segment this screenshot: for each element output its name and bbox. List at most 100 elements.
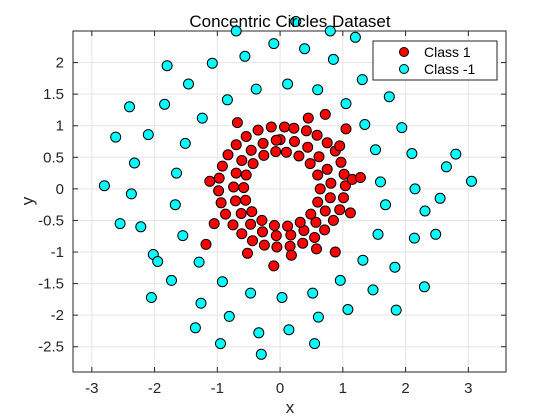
data-point-class-1 bbox=[230, 195, 241, 207]
data-point-class-minus-1 bbox=[110, 131, 122, 143]
legend-label-class-minus-1: Class -1 bbox=[424, 61, 476, 77]
plot-area-frame bbox=[72, 30, 507, 373]
data-point-class-1 bbox=[280, 146, 292, 158]
data-point-class-1 bbox=[242, 247, 253, 259]
data-point-class-minus-1 bbox=[312, 84, 324, 96]
data-point-class-minus-1 bbox=[159, 98, 171, 110]
data-point-class-minus-1 bbox=[255, 348, 267, 360]
data-point-class-1 bbox=[354, 172, 366, 183]
data-point-class-minus-1 bbox=[171, 167, 182, 179]
data-point-class-1 bbox=[321, 137, 333, 149]
data-point-class-1 bbox=[310, 216, 322, 228]
data-point-class-1 bbox=[293, 150, 305, 162]
data-point-class-1 bbox=[247, 158, 259, 170]
data-point-class-minus-1 bbox=[359, 119, 371, 130]
data-point-class-minus-1 bbox=[276, 292, 288, 303]
data-point-class-1 bbox=[257, 137, 269, 149]
data-point-class-minus-1 bbox=[216, 276, 228, 288]
data-point-class-minus-1 bbox=[239, 50, 251, 62]
data-points bbox=[98, 16, 477, 360]
data-point-class-minus-1 bbox=[161, 60, 173, 72]
data-point-class-1 bbox=[302, 112, 314, 124]
data-point-class-1 bbox=[252, 124, 264, 136]
data-point-class-1 bbox=[313, 151, 325, 163]
chart-title: Concentric Circles Dataset bbox=[189, 12, 391, 31]
data-point-class-1 bbox=[235, 208, 247, 219]
y-tick-label: 0.5 bbox=[43, 149, 64, 166]
data-point-class-minus-1 bbox=[340, 98, 352, 110]
data-point-class-1 bbox=[215, 197, 227, 209]
data-point-class-minus-1 bbox=[342, 304, 354, 315]
data-point-class-1 bbox=[265, 121, 277, 133]
data-point-class-1 bbox=[304, 158, 316, 170]
data-point-class-1 bbox=[297, 237, 309, 249]
x-tick-label: 3 bbox=[464, 380, 472, 397]
data-point-class-1 bbox=[208, 218, 220, 230]
data-point-class-1 bbox=[305, 208, 317, 220]
data-point-class-minus-1 bbox=[370, 144, 381, 156]
data-point-class-minus-1 bbox=[299, 43, 311, 55]
data-point-class-1 bbox=[284, 240, 296, 252]
data-point-class-minus-1 bbox=[145, 292, 157, 303]
x-tick-label: 1 bbox=[339, 380, 347, 397]
data-point-class-minus-1 bbox=[307, 287, 319, 299]
data-point-class-1 bbox=[312, 169, 324, 181]
data-point-class-1 bbox=[279, 121, 290, 133]
y-tick-label: -2.5 bbox=[38, 339, 64, 356]
data-point-class-1 bbox=[258, 149, 270, 161]
legend-marker-class-1 bbox=[399, 47, 409, 57]
data-point-class-minus-1 bbox=[389, 261, 401, 273]
data-point-class-1 bbox=[270, 134, 282, 146]
data-point-class-1 bbox=[257, 226, 268, 238]
data-point-class-1 bbox=[270, 230, 282, 242]
x-tick-label: -2 bbox=[148, 380, 161, 397]
data-point-class-1 bbox=[230, 167, 242, 179]
data-point-class-1 bbox=[302, 141, 314, 153]
data-point-class-minus-1 bbox=[408, 232, 420, 244]
y-tick-label: -1.5 bbox=[38, 276, 64, 293]
data-point-class-1 bbox=[213, 185, 225, 197]
data-point-class-minus-1 bbox=[169, 199, 181, 211]
data-point-class-1 bbox=[227, 219, 239, 231]
data-point-class-1 bbox=[204, 175, 216, 187]
data-point-class-1 bbox=[246, 206, 258, 218]
axis-ticks: -3 -2 -1 0 1 2 3 -2.5 -2 -1.5 -1 -0.5 0 0.5 1 1.5 2 bbox=[38, 31, 506, 397]
data-point-class-minus-1 bbox=[253, 327, 265, 339]
data-point-class-minus-1 bbox=[114, 218, 126, 230]
data-point-class-minus-1 bbox=[196, 112, 208, 124]
data-point-class-1 bbox=[338, 168, 350, 180]
data-point-class-minus-1 bbox=[409, 183, 421, 195]
x-axis-label: x bbox=[286, 398, 295, 417]
data-point-class-minus-1 bbox=[466, 175, 477, 187]
y-axis-label: y bbox=[18, 196, 37, 205]
y-tick-label: 1 bbox=[56, 118, 64, 135]
data-point-class-1 bbox=[240, 169, 252, 181]
data-point-class-1 bbox=[339, 180, 351, 192]
data-point-class-1 bbox=[270, 146, 282, 158]
series-class-1 bbox=[200, 108, 366, 272]
y-tick-label: -2 bbox=[51, 307, 64, 324]
data-point-class-1 bbox=[325, 177, 337, 189]
grid-lines bbox=[73, 31, 506, 372]
data-point-class-minus-1 bbox=[206, 57, 218, 69]
data-point-class-minus-1 bbox=[215, 338, 226, 350]
data-point-class-1 bbox=[294, 216, 306, 228]
data-point-class-minus-1 bbox=[129, 157, 140, 169]
data-point-class-minus-1 bbox=[450, 148, 462, 160]
data-point-class-1 bbox=[329, 246, 341, 258]
data-point-class-1 bbox=[319, 224, 331, 236]
data-point-class-1 bbox=[334, 140, 346, 152]
data-point-class-minus-1 bbox=[430, 228, 442, 240]
data-point-class-1 bbox=[236, 228, 248, 240]
data-point-class-minus-1 bbox=[195, 297, 207, 309]
data-point-class-minus-1 bbox=[367, 284, 379, 296]
data-point-class-minus-1 bbox=[309, 338, 321, 350]
data-point-class-1 bbox=[314, 183, 326, 195]
x-tick-label: 0 bbox=[276, 380, 284, 397]
data-point-class-minus-1 bbox=[334, 274, 346, 286]
data-point-class-1 bbox=[247, 235, 258, 247]
data-point-class-minus-1 bbox=[152, 256, 164, 267]
data-point-class-1 bbox=[312, 196, 324, 208]
data-point-class-1 bbox=[231, 117, 243, 129]
